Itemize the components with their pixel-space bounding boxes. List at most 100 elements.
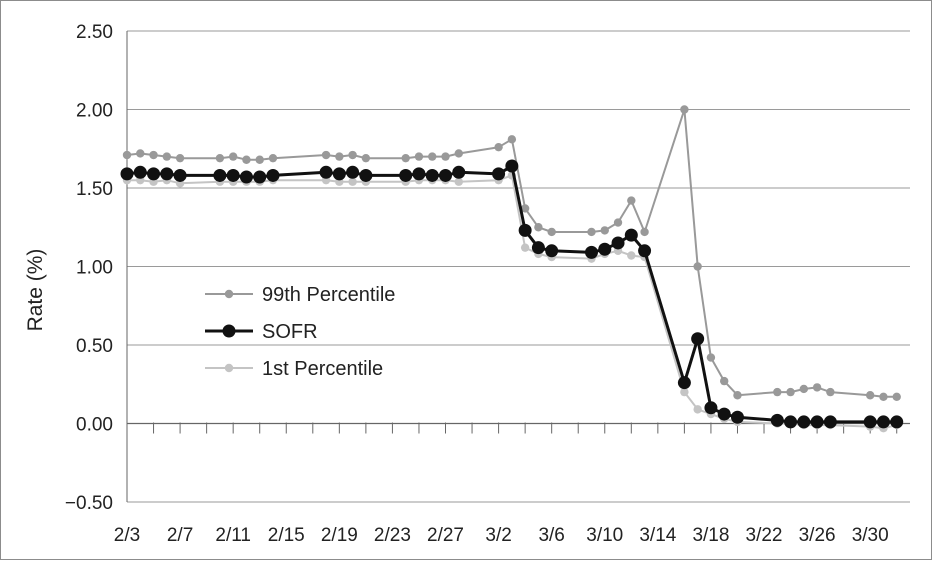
data-point-sofr [492, 167, 506, 181]
data-point-sofr [173, 168, 187, 182]
data-point-p99 [454, 149, 463, 158]
data-point-p99 [255, 155, 264, 164]
data-point-p99 [773, 387, 782, 397]
data-point-p99 [361, 153, 371, 163]
y-tick-label: 1.50 [76, 179, 113, 200]
legend-item-sofr: SOFR [205, 321, 318, 343]
data-point-p99 [680, 105, 689, 114]
data-point-p99 [799, 384, 809, 394]
legend-label: 99th Percentile [262, 284, 395, 306]
legend-item-p99: 99th Percentile [205, 284, 395, 306]
legend: 99th Percentile SOFR 1st Percentile [205, 284, 395, 380]
data-point-p99 [640, 227, 649, 237]
data-point-p99 [547, 227, 556, 237]
data-point-p99 [242, 155, 251, 164]
data-point-sofr [584, 245, 598, 259]
data-point-sofr [439, 168, 453, 182]
x-tick-label: 2/27 [427, 525, 464, 546]
x-tick-label: 2/7 [167, 525, 193, 546]
y-tick-label: 0.50 [76, 336, 113, 357]
gridlines [127, 30, 910, 503]
data-point-sofr [876, 415, 890, 429]
data-point-p99 [786, 387, 795, 397]
data-point-sofr [133, 165, 147, 179]
data-point-p1 [680, 387, 689, 397]
data-point-sofr [638, 244, 652, 258]
data-point-sofr [691, 332, 705, 346]
data-point-sofr [147, 167, 161, 181]
data-point-p99 [520, 204, 530, 213]
data-point-sofr [253, 170, 267, 184]
x-tick-label: 3/14 [639, 525, 676, 546]
data-point-sofr [518, 223, 532, 237]
data-point-p99 [228, 152, 238, 161]
series-p1 [122, 171, 901, 433]
legend-label: SOFR [262, 321, 318, 343]
data-point-p99 [428, 152, 437, 161]
data-point-sofr [239, 170, 253, 184]
data-point-p99 [587, 227, 596, 237]
data-point-p99 [693, 262, 702, 271]
data-point-p99 [865, 391, 875, 400]
legend-swatch-marker [222, 324, 236, 338]
series-line-p1 [127, 174, 897, 430]
data-point-p99 [348, 150, 357, 160]
x-tick-label: 3/2 [485, 525, 511, 546]
data-point-p99 [122, 150, 132, 160]
y-tick-label: 0.00 [76, 415, 113, 436]
x-tick-label: 2/11 [215, 525, 251, 546]
data-point-p99 [507, 135, 517, 144]
data-point-sofr [810, 415, 824, 429]
data-point-p99 [534, 223, 543, 232]
data-point-p99 [627, 196, 636, 205]
data-point-p1 [693, 405, 702, 414]
series-line-p99 [126, 108, 897, 398]
data-point-p99 [812, 383, 822, 392]
data-point-p99 [401, 153, 410, 163]
x-tick-labels: 2/3 2/7 2/11 2/15 2/19 2/23 2/27 3/2 3/6 3/10 3/14… [114, 525, 889, 546]
data-point-sofr [319, 165, 333, 179]
data-point-sofr [452, 165, 466, 179]
series-sofr [120, 159, 904, 429]
data-point-sofr [863, 415, 877, 429]
data-point-sofr [770, 413, 784, 427]
legend-swatch-marker [224, 363, 234, 373]
data-point-sofr [425, 168, 439, 182]
data-point-sofr [797, 415, 811, 429]
x-tick-label: 2/19 [321, 525, 358, 546]
x-tick-label: 2/3 [114, 525, 140, 546]
data-point-sofr [399, 168, 413, 182]
legend-label: 1st Percentile [262, 358, 383, 380]
y-tick-labels: 2.50 2.00 1.50 1.00 0.50 0.00 −0.50 [65, 22, 113, 514]
data-point-p1 [454, 177, 463, 186]
data-point-p99 [494, 142, 503, 152]
x-tick-label: 3/30 [852, 525, 889, 546]
y-tick-label: 2.00 [76, 101, 113, 122]
y-tick-label: −0.50 [65, 493, 113, 514]
data-point-p99 [706, 353, 716, 362]
data-point-sofr [359, 168, 373, 182]
legend-swatch-marker [224, 289, 234, 299]
data-point-p99 [268, 153, 278, 163]
data-point-sofr [545, 244, 559, 258]
data-point-sofr [823, 415, 837, 429]
x-tick-label: 3/6 [538, 525, 564, 546]
data-point-sofr [624, 228, 638, 242]
data-point-sofr [346, 165, 360, 179]
data-point-p99 [613, 218, 623, 227]
y-tick-label: 1.00 [76, 258, 113, 279]
y-axis-title: Rate (%) [24, 249, 47, 332]
data-point-sofr [730, 410, 744, 424]
data-point-sofr [213, 168, 227, 182]
data-point-p1 [627, 251, 636, 260]
y-tick-label: 2.50 [76, 22, 113, 43]
data-point-sofr [677, 376, 691, 390]
legend-item-p1: 1st Percentile [205, 358, 383, 380]
data-point-sofr [332, 167, 346, 181]
x-tick-label: 3/26 [799, 525, 836, 546]
data-point-p99 [826, 387, 835, 397]
data-point-sofr [531, 241, 545, 255]
data-point-p99 [720, 376, 729, 386]
